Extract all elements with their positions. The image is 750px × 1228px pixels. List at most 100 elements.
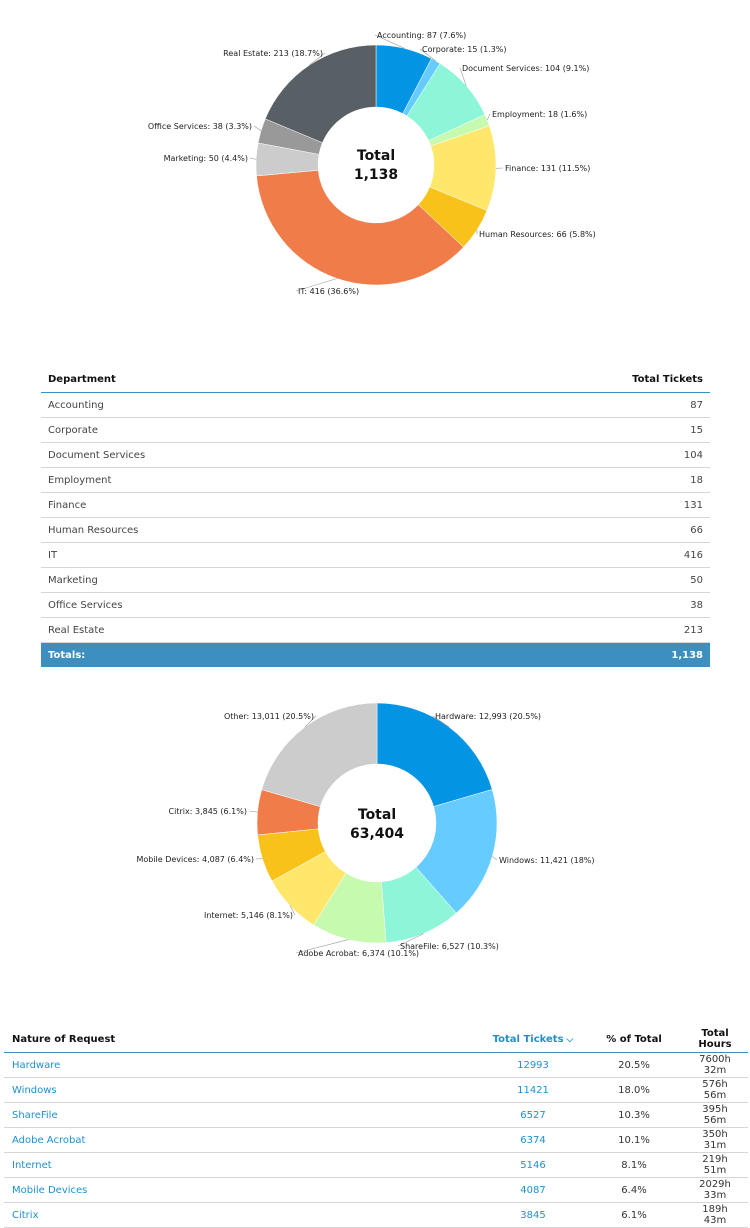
totals-value: 1,138 xyxy=(420,643,710,668)
department-cell: Marketing xyxy=(41,568,420,593)
department-cell: Finance xyxy=(41,493,420,518)
label-connector xyxy=(487,114,490,120)
table-header-row: Nature of Request Total Tickets⌵ % of To… xyxy=(4,1026,748,1053)
slice-label: Document Services: 104 (9.1%) xyxy=(462,64,589,73)
department-cell: Human Resources xyxy=(41,518,420,543)
total-tickets-link[interactable]: 11421 xyxy=(480,1078,586,1103)
chevron-down-icon[interactable]: ⌵ xyxy=(567,1035,574,1045)
pct-cell: 10.1% xyxy=(586,1128,682,1153)
total-tickets-cell: 213 xyxy=(420,618,710,643)
total-tickets-cell: 131 xyxy=(420,493,710,518)
pct-cell: 8.1% xyxy=(586,1153,682,1178)
slice-label: Mobile Devices: 4,087 (6.4%) xyxy=(136,855,254,864)
total-tickets-cell: 18 xyxy=(420,468,710,493)
table-header-row: Department Total Tickets xyxy=(41,366,710,393)
slice-label: Finance: 131 (11.5%) xyxy=(505,164,590,173)
chart-center-label: Total xyxy=(357,148,395,164)
nature-link[interactable]: Hardware xyxy=(4,1053,480,1078)
pct-cell: 6.1% xyxy=(586,1203,682,1228)
total-tickets-link[interactable]: 5146 xyxy=(480,1153,586,1178)
total-tickets-header[interactable]: Total Tickets⌵ xyxy=(480,1026,586,1053)
pct-header[interactable]: % of Total xyxy=(586,1026,682,1053)
nature-link[interactable]: Adobe Acrobat xyxy=(4,1128,480,1153)
nature-link[interactable]: Windows xyxy=(4,1078,480,1103)
total-tickets-cell: 87 xyxy=(420,393,710,418)
department-cell: IT xyxy=(41,543,420,568)
total-tickets-cell: 66 xyxy=(420,518,710,543)
hours-cell: 219h 51m xyxy=(682,1153,748,1178)
department-cell: Real Estate xyxy=(41,618,420,643)
slice-label: Accounting: 87 (7.6%) xyxy=(377,31,466,40)
total-tickets-cell: 104 xyxy=(420,443,710,468)
nature-of-request-table: Nature of Request Total Tickets⌵ % of To… xyxy=(4,1026,748,1228)
department-cell: Accounting xyxy=(41,393,420,418)
department-cell: Corporate xyxy=(41,418,420,443)
slice-label: Human Resources: 66 (5.8%) xyxy=(479,230,596,239)
label-connector xyxy=(249,811,257,812)
label-connector xyxy=(492,856,497,860)
nature-link[interactable]: Internet xyxy=(4,1153,480,1178)
slice-label: Citrix: 3,845 (6.1%) xyxy=(169,807,247,816)
slice-label: Corporate: 15 (1.3%) xyxy=(422,45,507,54)
hours-cell: 350h 31m xyxy=(682,1128,748,1153)
totals-label: Totals: xyxy=(41,643,420,668)
hours-cell: 395h 56m xyxy=(682,1103,748,1128)
nature-header[interactable]: Nature of Request xyxy=(4,1026,480,1053)
chart-center-label: Total xyxy=(358,807,396,823)
total-tickets-link[interactable]: 12993 xyxy=(480,1053,586,1078)
label-connector xyxy=(250,158,256,159)
slice-label: Marketing: 50 (4.4%) xyxy=(164,154,248,163)
nature-link[interactable]: Mobile Devices xyxy=(4,1178,480,1203)
total-tickets-cell: 50 xyxy=(420,568,710,593)
department-cell: Employment xyxy=(41,468,420,493)
pct-cell: 18.0% xyxy=(586,1078,682,1103)
total-tickets-header[interactable]: Total Tickets xyxy=(420,366,710,393)
department-cell: Document Services xyxy=(41,443,420,468)
slice-label: Internet: 5,146 (8.1%) xyxy=(204,911,293,920)
department-cell: Office Services xyxy=(41,593,420,618)
department-header[interactable]: Department xyxy=(41,366,420,393)
chart-center-value: 1,138 xyxy=(354,167,398,183)
nature-donut-chart: Hardware: 12,993 (20.5%) Windows: 11,421 … xyxy=(0,690,750,980)
total-tickets-cell: 38 xyxy=(420,593,710,618)
slice-label: Hardware: 12,993 (20.5%) xyxy=(435,712,541,721)
slice-label: IT: 416 (36.6%) xyxy=(298,287,359,296)
total-tickets-link[interactable]: 4087 xyxy=(480,1178,586,1203)
slice-label: Adobe Acrobat: 6,374 (10.1%) xyxy=(298,949,419,958)
slice-label: Windows: 11,421 (18%) xyxy=(499,856,595,865)
pct-cell: 6.4% xyxy=(586,1178,682,1203)
nature-link[interactable]: Citrix xyxy=(4,1203,480,1228)
pct-cell: 20.5% xyxy=(586,1053,682,1078)
hours-header[interactable]: Total Hours xyxy=(682,1026,748,1053)
nature-link[interactable]: ShareFile xyxy=(4,1103,480,1128)
label-connector xyxy=(254,126,261,131)
total-tickets-header-label: Total Tickets xyxy=(493,1034,564,1045)
total-tickets-link[interactable]: 3845 xyxy=(480,1203,586,1228)
slice-label: Office Services: 38 (3.3%) xyxy=(148,122,252,131)
hours-cell: 576h 56m xyxy=(682,1078,748,1103)
hours-cell: 2029h 33m xyxy=(682,1178,748,1203)
total-tickets-cell: 15 xyxy=(420,418,710,443)
total-tickets-link[interactable]: 6374 xyxy=(480,1128,586,1153)
totals-row: Totals:1,138 xyxy=(41,643,710,668)
slice-label: Other: 13,011 (20.5%) xyxy=(224,712,314,721)
total-tickets-link[interactable]: 6527 xyxy=(480,1103,586,1128)
hours-cell: 189h 43m xyxy=(682,1203,748,1228)
